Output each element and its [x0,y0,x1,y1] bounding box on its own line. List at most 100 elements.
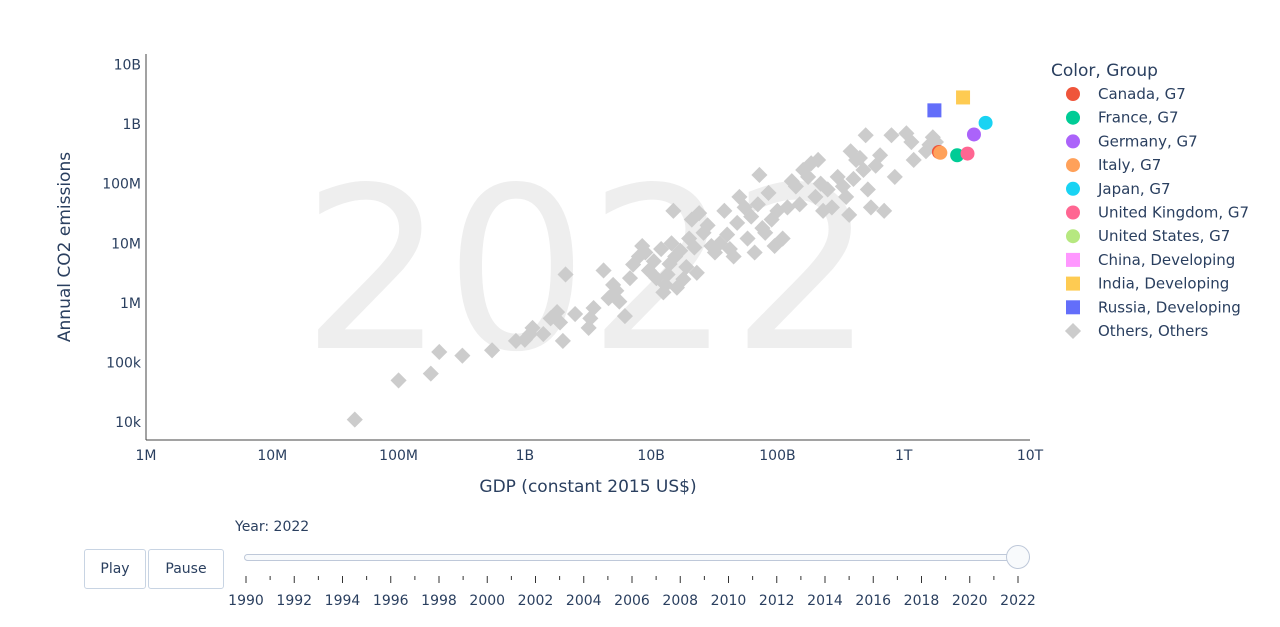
legend-item[interactable]: France, G7 [1066,109,1179,127]
data-point [751,166,768,184]
data-point [554,332,571,349]
data-point [927,103,942,118]
data-point [484,342,501,359]
x-tick-label: 10B [637,448,664,464]
data-point [637,244,654,261]
slider-tick-label: 1994 [325,593,361,609]
slider-tick-label: 2004 [566,593,602,609]
data-point [552,314,569,331]
legend-label: Others, Others [1098,322,1209,340]
legend-title: Color, Group [1051,61,1158,81]
legend-item[interactable]: Russia, Developing [1066,298,1241,316]
data-point [838,188,855,205]
slider-ticks: 1990 1992 1994 1996 1998 2000 2002 2004 2006 2008… [228,576,1036,609]
data-point [800,168,817,185]
legend-item[interactable]: Canada, G7 [1066,85,1186,103]
legend[interactable]: Canada, G7 France, G7 Germany, G7 Italy, G7… [1064,85,1249,340]
data-point [585,299,602,317]
data-point [716,202,733,219]
data-point [815,202,832,219]
year-slider-track[interactable] [244,554,1030,561]
slider-tick-label: 1996 [373,593,409,609]
data-point [791,196,808,213]
data-point [721,241,738,258]
data-point [857,127,874,144]
data-point [729,214,746,231]
data-point [655,284,672,301]
data-point [807,188,824,205]
data-point [774,230,791,247]
data-point [903,133,920,151]
legend-marker [1066,87,1080,101]
year-slider-handle[interactable] [1006,545,1030,569]
y-axis-title: Annual CO2 emissions [55,152,75,342]
legend-label: France, G7 [1098,109,1179,127]
data-point [567,305,584,323]
legend-item[interactable]: Germany, G7 [1066,132,1198,150]
data-point [978,115,993,130]
data-point [668,279,685,296]
data-point [851,149,868,167]
y-tick-label: 10k [115,415,142,431]
legend-label: Russia, Developing [1098,298,1241,316]
data-point [431,343,448,361]
slider-tick-label: 2020 [952,593,988,609]
data-point [859,181,876,198]
slider-tick-label: 1990 [228,593,264,609]
slider-tick-label: 2012 [759,593,795,609]
legend-item[interactable]: Others, Others [1064,322,1209,340]
data-point [390,372,407,389]
data-point [672,242,689,259]
data-point [960,146,975,161]
data-point [686,239,703,256]
data-point [645,253,662,270]
data-point [675,271,692,288]
pause-button[interactable]: Pause [148,549,224,589]
slider-tick-label: 2018 [904,593,940,609]
axes: 1M 10M 100M 1B 10B 100B 1T 10T 10k 100k 1M 10M 100M 1… [102,54,1044,464]
legend-label: Italy, G7 [1098,156,1161,174]
legend-marker [1066,181,1080,196]
legend-item[interactable]: United States, G7 [1066,227,1230,245]
data-point [678,258,695,276]
legend-marker [1066,205,1080,220]
data-points [346,90,993,428]
data-point [783,173,800,190]
data-point [691,205,708,222]
slider-current-value: Year: 2022 [235,519,310,535]
legend-item[interactable]: Italy, G7 [1066,156,1161,174]
legend-item[interactable]: United Kingdom, G7 [1066,204,1249,222]
data-point [346,411,363,428]
data-point [872,147,889,164]
y-tick-label: 100M [102,177,141,193]
data-point [665,202,682,219]
legend-item[interactable]: Japan, G7 [1066,180,1171,198]
legend-label: Japan, G7 [1097,180,1171,198]
y-tick-label: 1B [122,117,141,133]
data-point [616,308,633,325]
y-tick-label: 1M [120,296,141,312]
data-point [557,266,574,283]
y-tick-label: 10B [114,57,141,73]
data-point [819,181,836,198]
data-point [779,199,796,216]
data-point [659,266,676,283]
data-point [966,127,981,142]
data-point [927,133,945,151]
data-point [621,270,639,287]
data-point [823,199,840,216]
data-point [688,264,705,281]
slider-tick-label: 1992 [276,593,312,609]
data-point [769,202,786,219]
y-tick-label: 10M [111,236,141,252]
play-button[interactable]: Play [84,549,146,589]
data-point [739,230,756,247]
data-point [743,208,760,225]
slider-tick-label: 2016 [855,593,891,609]
data-point [749,196,766,213]
legend-item[interactable]: China, Developing [1066,251,1235,269]
data-point [886,168,903,185]
legend-item[interactable]: India, Developing [1066,275,1229,293]
data-point [855,161,872,178]
legend-marker [1066,229,1080,244]
